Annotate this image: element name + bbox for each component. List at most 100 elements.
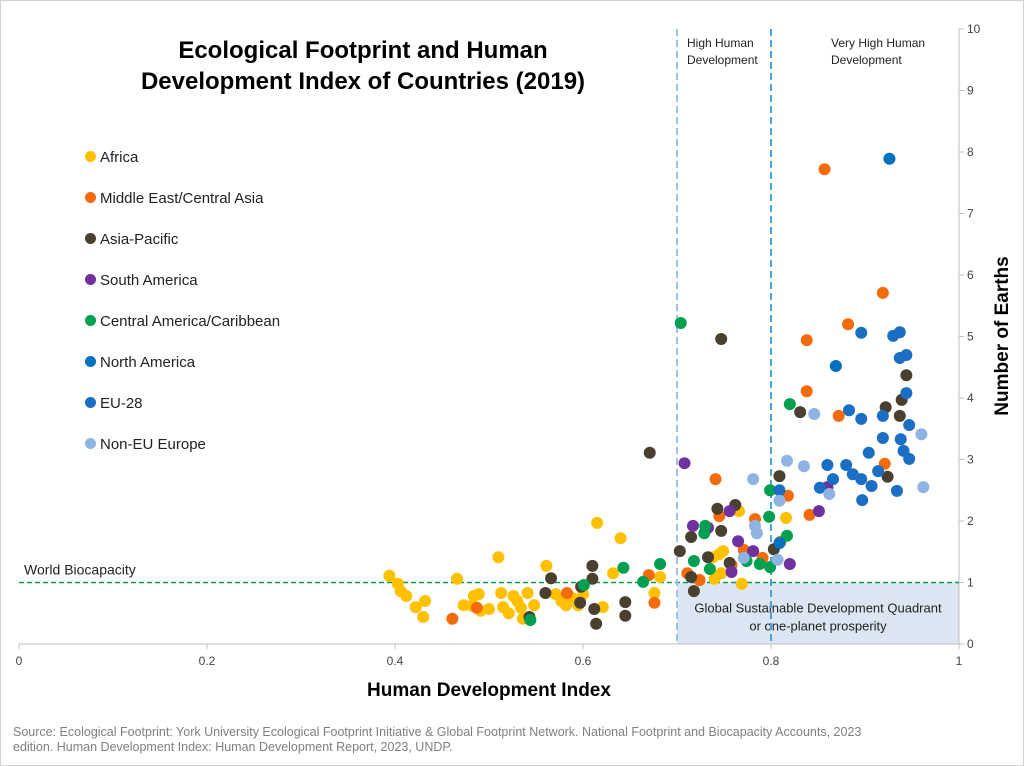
data-point [451,572,464,585]
y-tick-label: 7 [967,207,974,221]
x-tick-label: 0.8 [763,654,780,668]
data-point [821,459,834,472]
data-point [574,596,587,609]
data-point [715,332,728,345]
data-point [894,433,907,446]
data-point [419,594,432,607]
legend-label: EU-28 [100,395,143,412]
reference-label: World Biocapacity [24,562,136,578]
data-point [890,484,903,497]
data-point [614,532,627,545]
data-point [764,561,777,574]
data-point [783,398,796,411]
y-tick-label: 9 [967,84,974,98]
data-point [780,454,793,467]
y-axis-title: Number of Earths [992,256,1013,415]
data-point [855,473,868,486]
data-point [750,527,763,540]
data-point [832,409,845,422]
data-point [773,494,786,507]
legend-item: Africa [85,147,285,169]
legend-marker [85,315,96,326]
x-tick-label: 0.6 [575,654,592,668]
legend-label: South America [100,272,198,289]
data-point [855,326,868,339]
legend-marker [85,274,96,285]
data-point [723,505,736,518]
data-point [577,578,590,591]
legend-marker [85,151,96,162]
data-point [673,545,686,558]
data-point [588,602,601,615]
data-point [735,577,748,590]
data-point [881,470,894,483]
data-point [648,586,661,599]
data-point [400,590,413,603]
x-tick-label: 1 [956,654,963,668]
legend-item: Middle East/Central Asia [85,188,285,210]
y-tick-label: 8 [967,145,974,159]
data-point [753,558,766,571]
reference-label: Development [687,53,758,67]
data-point [417,610,430,623]
data-point [827,473,840,486]
legend-item: Asia-Pacific [85,229,285,251]
data-point [492,551,505,564]
data-point [747,545,760,558]
data-point [617,561,630,574]
data-point [823,487,836,500]
legend-item: Central America/Caribbean [85,311,285,333]
data-point [590,617,603,630]
data-point [514,601,527,614]
legend-label: North America [100,354,196,371]
data-point [409,601,422,614]
data-point [383,569,396,582]
data-point [698,527,711,540]
y-tick-label: 4 [967,391,974,405]
legend-marker [85,192,96,203]
data-point [872,465,885,478]
data-point [862,446,875,459]
data-point [483,602,495,615]
data-point [800,385,813,398]
data-point [643,446,656,459]
data-point [685,530,698,543]
data-point [702,551,715,564]
data-point [813,481,826,494]
data-point [771,553,784,566]
data-point [732,535,745,548]
y-tick-label: 2 [967,514,974,528]
data-point [900,369,913,382]
legend-item: North America [85,352,285,374]
data-point [773,537,786,550]
data-point [915,428,928,441]
legend-label: Middle East/Central Asia [100,190,264,207]
data-point [703,562,716,575]
data-point [619,596,632,609]
data-point [586,559,599,572]
data-point [763,510,776,523]
data-point [747,473,760,486]
data-point [725,566,738,579]
legend-marker [85,356,96,367]
data-point [540,559,553,572]
x-tick-label: 0.2 [199,654,216,668]
legend-label: Africa [100,149,139,166]
data-point [687,585,700,598]
data-point [893,409,906,422]
data-point [446,612,459,625]
data-point [903,419,916,432]
data-point [607,567,620,580]
data-point [855,412,868,425]
data-point [528,599,541,612]
source-note: Source: Ecological Footprint: York Unive… [13,725,862,754]
data-point [678,457,691,470]
data-point [803,508,816,521]
data-point [773,484,786,497]
data-point [545,572,558,585]
x-tick-label: 0 [16,654,23,668]
data-point [800,334,813,347]
legend-item: Non-EU Europe [85,434,285,456]
data-point [502,607,515,620]
